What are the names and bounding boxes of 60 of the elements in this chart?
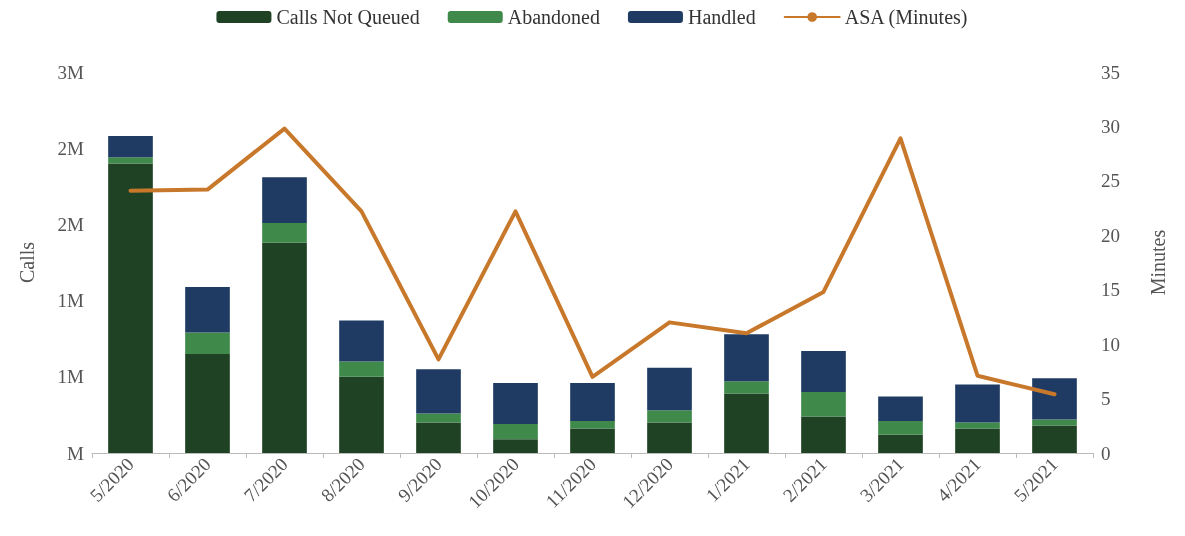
bar bbox=[185, 332, 230, 354]
bar bbox=[801, 392, 846, 417]
legend-label: ASA (Minutes) bbox=[844, 6, 968, 29]
bar bbox=[724, 381, 769, 394]
y-tick-label: 1M bbox=[57, 290, 85, 312]
bar bbox=[416, 422, 461, 453]
bar bbox=[801, 416, 846, 453]
y2-tick-label: 30 bbox=[1101, 115, 1120, 137]
bar bbox=[262, 222, 307, 243]
bar bbox=[262, 242, 307, 453]
bar bbox=[878, 434, 923, 453]
legend-label: Abandoned bbox=[507, 6, 600, 28]
bar bbox=[1032, 378, 1077, 420]
bar bbox=[570, 421, 615, 429]
y2-tick-label: 20 bbox=[1101, 224, 1120, 246]
bar bbox=[1032, 419, 1077, 426]
bar bbox=[493, 382, 538, 425]
bar bbox=[185, 286, 230, 333]
bar bbox=[108, 163, 153, 453]
bar bbox=[108, 157, 153, 164]
bar bbox=[493, 424, 538, 440]
bar bbox=[647, 367, 692, 411]
bar bbox=[801, 350, 846, 393]
y-tick-label: 1M bbox=[57, 366, 85, 388]
y2-tick-label: 15 bbox=[1101, 279, 1120, 301]
bar bbox=[878, 421, 923, 435]
bar bbox=[1032, 425, 1077, 453]
bar bbox=[570, 428, 615, 453]
legend-label: Calls Not Queued bbox=[276, 6, 420, 28]
bar bbox=[724, 393, 769, 453]
y2-tick-label: 35 bbox=[1101, 61, 1120, 83]
y-tick-label: 2M bbox=[57, 213, 85, 235]
y-tick-label: M bbox=[67, 442, 85, 464]
bar bbox=[185, 353, 230, 453]
y2-tick-label: 0 bbox=[1101, 442, 1111, 464]
bar bbox=[647, 410, 692, 423]
bar bbox=[339, 376, 384, 453]
bar bbox=[955, 384, 1000, 423]
bar bbox=[955, 422, 1000, 429]
bar bbox=[955, 428, 1000, 453]
bar bbox=[724, 334, 769, 382]
bar bbox=[647, 422, 692, 453]
y2-tick-label: 10 bbox=[1101, 333, 1120, 355]
bar bbox=[570, 382, 615, 421]
legend-label: Handled bbox=[687, 6, 756, 28]
y2-tick-label: 25 bbox=[1101, 170, 1120, 192]
y2-axis-title: Minutes bbox=[1147, 229, 1169, 296]
line-series bbox=[128, 126, 1057, 397]
bar bbox=[339, 320, 384, 362]
y-axis-title: Calls bbox=[16, 241, 38, 284]
bar bbox=[339, 361, 384, 377]
bar bbox=[262, 177, 307, 223]
bar bbox=[493, 439, 538, 453]
bar bbox=[416, 369, 461, 414]
y-tick-label: 3M bbox=[57, 61, 85, 83]
y2-tick-label: 5 bbox=[1101, 388, 1111, 410]
bar bbox=[108, 136, 153, 158]
bar bbox=[878, 396, 923, 421]
y-tick-label: 2M bbox=[57, 137, 85, 159]
bar bbox=[416, 413, 461, 423]
